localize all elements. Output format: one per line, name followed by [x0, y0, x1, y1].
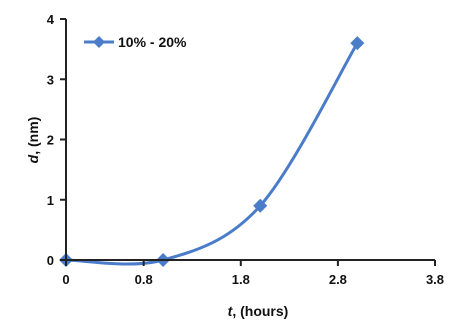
legend: 10% - 20%: [84, 34, 187, 50]
y-tick-label: 4: [47, 12, 55, 27]
data-point-marker: [253, 198, 268, 213]
y-tick-label: 2: [47, 133, 54, 148]
legend-marker: [93, 36, 105, 48]
x-axis-title-unit: , (hours): [232, 303, 288, 319]
x-axis-title-symbol: t: [228, 303, 234, 319]
x-tick-label: 0.8: [135, 272, 153, 287]
y-tick-label: 3: [47, 72, 54, 87]
y-axis-title: d, (nm): [25, 117, 41, 164]
x-tick-label: 2.8: [329, 272, 347, 287]
x-tick-label: 1.8: [232, 272, 250, 287]
series-line: [65, 42, 359, 266]
x-axis-title: t, (hours): [228, 303, 289, 319]
x-tick-label: 3.8: [426, 272, 444, 287]
x-ticks: 0 0.8 1.8 2.8 3.8: [62, 260, 444, 287]
legend-label: 10% - 20%: [118, 34, 187, 50]
series-layer: [59, 36, 365, 267]
y-tick-label: 1: [47, 193, 54, 208]
y-axis-title-symbol: d: [25, 154, 41, 163]
y-tick-label: 0: [47, 253, 54, 268]
y-axis-title-unit: , (nm): [25, 117, 41, 155]
data-point-marker: [350, 36, 365, 51]
x-tick-label: 0: [62, 272, 69, 287]
y-ticks: 0 1 2 3 4: [47, 12, 66, 268]
